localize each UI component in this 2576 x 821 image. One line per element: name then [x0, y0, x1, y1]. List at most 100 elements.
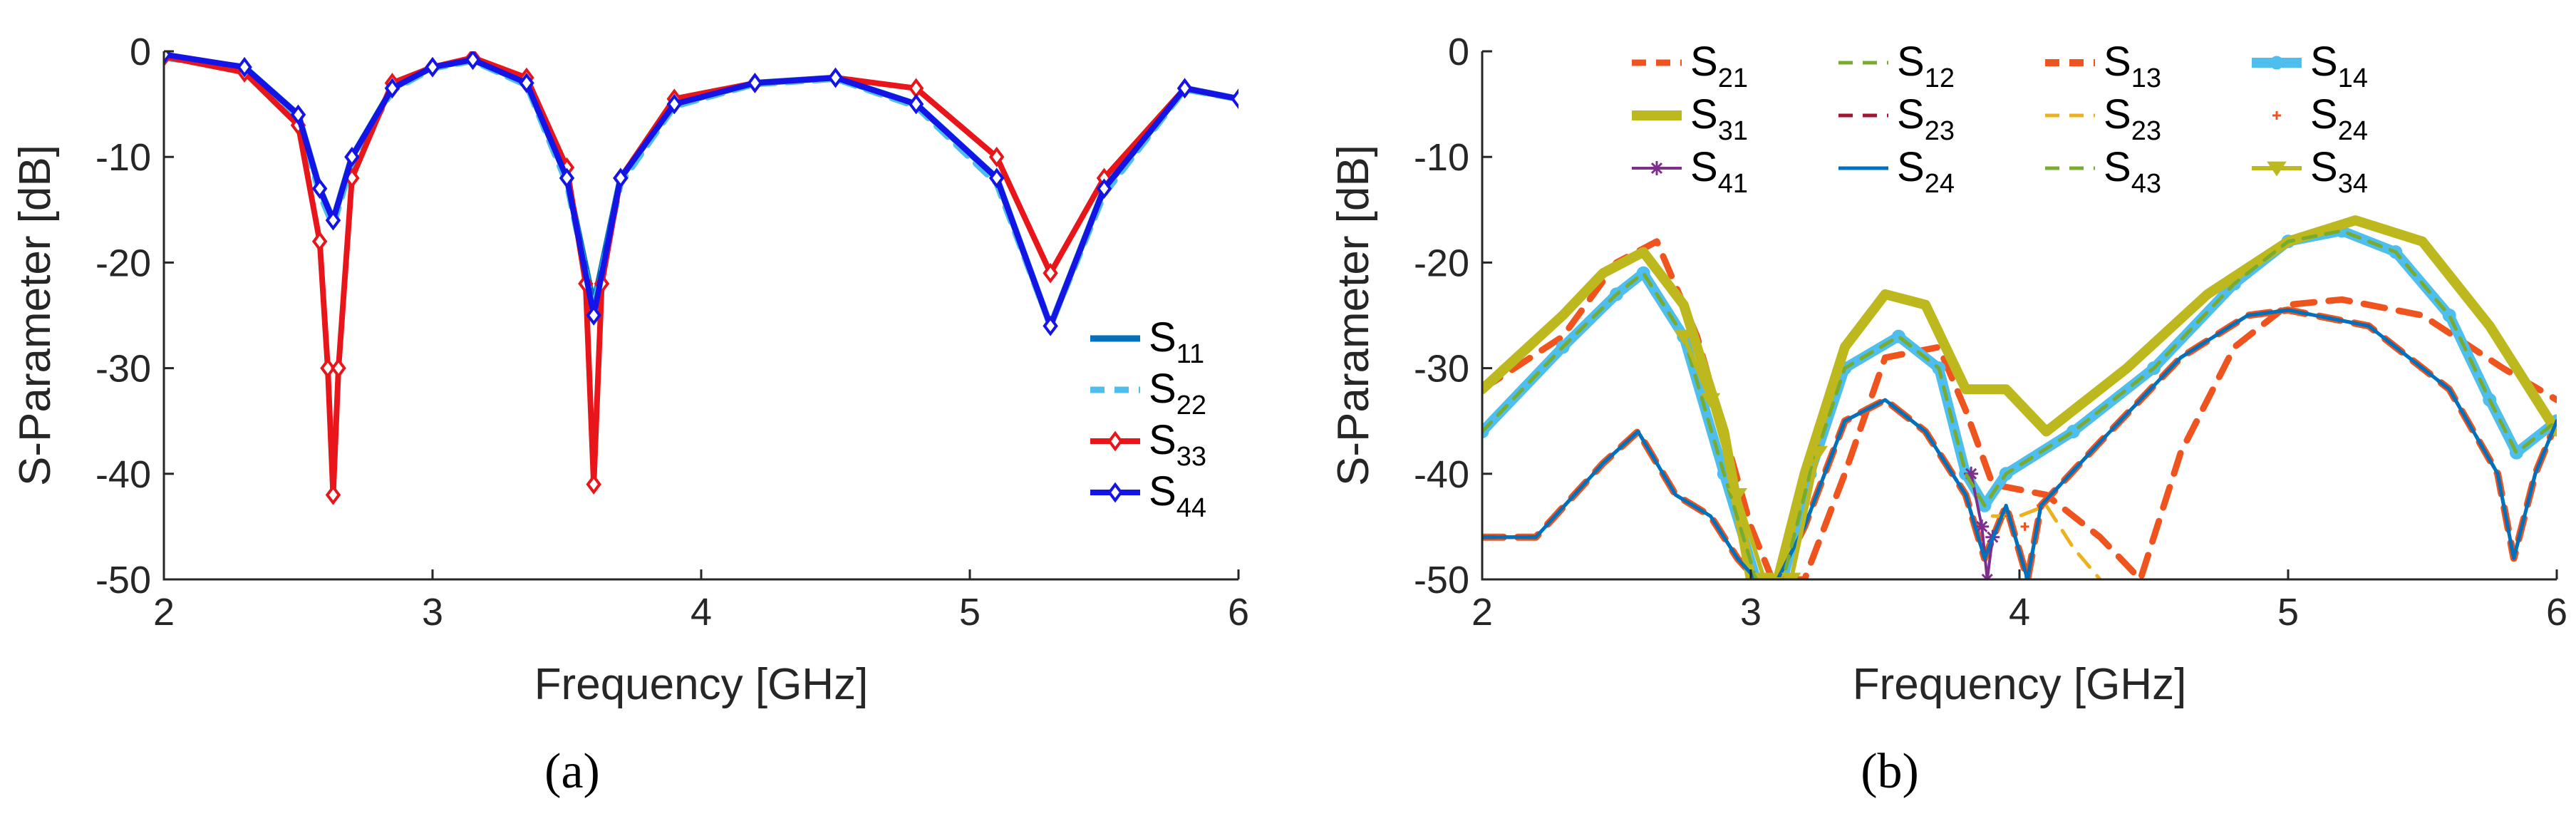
x-tick-label: 4 [690, 591, 712, 634]
series-s44-3-point [1231, 88, 1238, 110]
legend-label: S44 [1149, 468, 1206, 523]
legend-marker [1107, 482, 1123, 503]
series-s34-11-point [1808, 445, 1828, 461]
series-s14-3-point [2389, 245, 2403, 259]
series-s34-11-point [1673, 329, 1694, 345]
series-s44-3-point [237, 56, 252, 78]
legend-label: S11 [1149, 314, 1204, 369]
series-s24-9-line [1482, 308, 2557, 579]
series-s31-4-line [1482, 215, 2557, 579]
series-s44-3-point [1176, 78, 1193, 99]
legend-item: S14 [2252, 38, 2368, 93]
y-tick-label: -20 [1414, 242, 1469, 284]
series-s44-3-point [559, 167, 575, 189]
legend-item: S23 [2045, 91, 2161, 146]
legend-marker [2267, 161, 2287, 177]
x-tick-label: 5 [959, 591, 981, 634]
series-s44-3-line [164, 51, 1238, 329]
panel-label: (a) [544, 744, 600, 799]
series-s34-11-point [1727, 488, 1748, 503]
series-s13-2-line [1482, 306, 2557, 579]
legend-item: S23 [1838, 91, 1955, 146]
x-tick-label: 2 [153, 591, 175, 634]
axes [1481, 51, 2557, 581]
legend-item: S22 [1090, 366, 1206, 420]
legend-label: S21 [1690, 38, 1748, 93]
y-tick-label: -30 [1414, 348, 1469, 391]
series-s44-3-point [747, 73, 763, 93]
series-s14-3-point [2147, 361, 2161, 376]
x-tick-label: 3 [422, 591, 443, 634]
plot-area [1482, 215, 2557, 579]
legend-label: S12 [1897, 38, 1955, 93]
y-tick-label: -10 [1414, 136, 1469, 179]
legend-label: S34 [2310, 144, 2368, 199]
series-s14-3-point [2066, 425, 2080, 439]
x-tick-label: 5 [2277, 591, 2299, 634]
x-tick-label: 4 [2009, 591, 2030, 634]
legend-item: S24 [2272, 91, 2368, 146]
y-tick-label: -10 [95, 136, 151, 179]
y-tick-label: -40 [95, 453, 151, 496]
series-s41-8-point [1975, 519, 1990, 534]
series-s14-3-point [2483, 393, 2497, 407]
legend-item: S12 [1838, 38, 1955, 93]
series-s41-8-point [1964, 466, 1979, 481]
series-s44-3-point [1043, 315, 1058, 336]
y-axis-title: S-Parameter [dB] [11, 145, 60, 486]
series-s44-3-point [613, 167, 629, 189]
series-s14-3-point [1999, 467, 2013, 481]
x-axis-title: Frequency [GHz] [1853, 660, 2187, 709]
series-s44-3-point [344, 146, 360, 167]
y-tick-label: -20 [95, 242, 151, 284]
y-tick-label: -50 [1414, 559, 1469, 601]
legend-marker [1107, 430, 1123, 452]
y-axis-title: S-Parameter [dB] [1329, 145, 1378, 486]
legend-item: S11 [1090, 314, 1204, 369]
series-s14-3-point [1482, 425, 1489, 439]
legend-marker [2270, 56, 2284, 70]
legend-label: S23 [1897, 91, 1955, 146]
series-s44-3-point [384, 78, 400, 99]
series-s44-3-point [988, 167, 1005, 189]
legend-item: S41 [1632, 144, 1748, 199]
series-s44-3-point [290, 104, 306, 125]
series-s34-11-point [1781, 572, 1801, 579]
series-s44-3-point [519, 73, 534, 93]
series-s34-11-line [1681, 334, 1821, 579]
legend-label: S24 [1897, 144, 1955, 199]
legend-label: S22 [1149, 366, 1206, 420]
legend-item: S13 [2045, 38, 2161, 93]
plot-area [164, 51, 1238, 505]
y-tick-label: -30 [95, 348, 151, 391]
series-s33-2-line [164, 53, 1238, 498]
series-s44-3-point [311, 178, 328, 199]
series-s44-3-point [666, 93, 683, 115]
legend-item: S33 [1090, 417, 1206, 472]
series-s34-11-point [1700, 393, 1721, 408]
series-s14-3-point [1556, 340, 1570, 354]
series-s44-3-point [908, 93, 924, 115]
chart-panel-a: 2 3 4 5 6 0 -10 -20 -30 -40 -50 Frequency [GHz] S-Pa… [11, 31, 1249, 799]
panel-label: (b) [1861, 744, 1919, 799]
series-s14-3-point [1610, 287, 1623, 301]
series-s33-2-point [1043, 262, 1058, 284]
y-tick-label: 0 [130, 31, 151, 73]
legend-marker [1650, 161, 1664, 175]
y-tick-label: -40 [1414, 453, 1469, 496]
legend-marker [2272, 111, 2281, 120]
legend-label: S24 [2310, 91, 2368, 146]
series-s14-3-point [1891, 329, 1905, 344]
legend-item: S31 [1632, 91, 1748, 146]
legend-item: S43 [2045, 144, 2161, 199]
series-s34-11-point [1754, 572, 1774, 579]
series-s33-2-point [331, 358, 346, 378]
series-s33-2-point [586, 474, 601, 495]
series-s44-3-point [325, 210, 341, 231]
series-s44-3-point [827, 67, 844, 88]
series-s33-2-point [311, 231, 328, 252]
legend-label: S43 [2104, 144, 2161, 199]
